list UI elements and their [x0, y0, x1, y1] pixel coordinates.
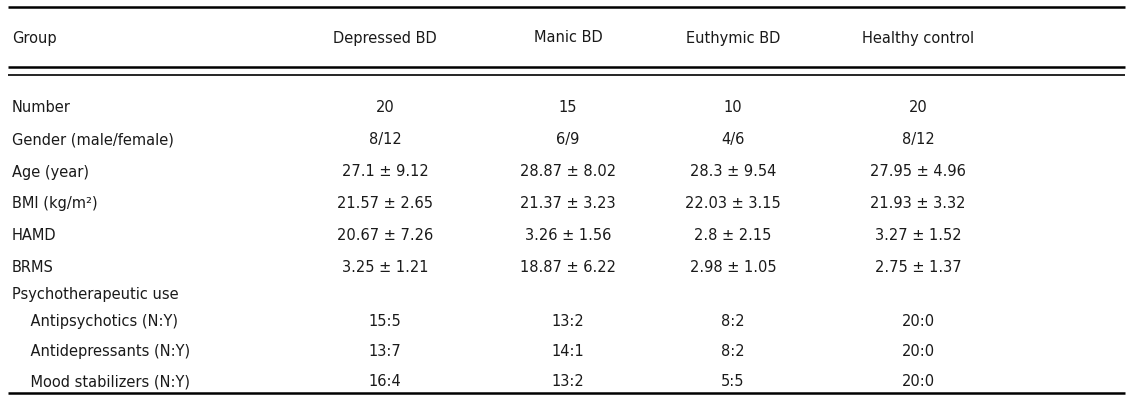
Text: 13:2: 13:2: [552, 314, 585, 329]
Text: 21.57 ± 2.65: 21.57 ± 2.65: [337, 196, 433, 211]
Text: Antipsychotics (N:Y): Antipsychotics (N:Y): [12, 314, 178, 329]
Text: 21.93 ± 3.32: 21.93 ± 3.32: [870, 196, 965, 211]
Text: 20:0: 20:0: [902, 314, 935, 329]
Text: 27.95 ± 4.96: 27.95 ± 4.96: [870, 164, 966, 179]
Text: Manic BD: Manic BD: [534, 30, 603, 45]
Text: 14:1: 14:1: [552, 344, 585, 358]
Text: 6/9: 6/9: [556, 132, 580, 147]
Text: 2.98 ± 1.05: 2.98 ± 1.05: [690, 260, 776, 275]
Text: BRMS: BRMS: [12, 260, 54, 275]
Text: 15:5: 15:5: [368, 314, 401, 329]
Text: 4/6: 4/6: [722, 132, 744, 147]
Text: 22.03 ± 3.15: 22.03 ± 3.15: [685, 196, 781, 211]
Text: 8/12: 8/12: [368, 132, 401, 147]
Text: 15: 15: [559, 100, 577, 115]
Text: 20: 20: [909, 100, 928, 115]
Text: 5:5: 5:5: [722, 374, 744, 389]
Text: 28.3 ± 9.54: 28.3 ± 9.54: [690, 164, 776, 179]
Text: 3.25 ± 1.21: 3.25 ± 1.21: [342, 260, 428, 275]
Text: 2.75 ± 1.37: 2.75 ± 1.37: [875, 260, 961, 275]
Text: 18.87 ± 6.22: 18.87 ± 6.22: [520, 260, 616, 275]
Text: Group: Group: [12, 30, 57, 45]
Text: 20: 20: [376, 100, 394, 115]
Text: Mood stabilizers (N:Y): Mood stabilizers (N:Y): [12, 374, 190, 389]
Text: Antidepressants (N:Y): Antidepressants (N:Y): [12, 344, 190, 358]
Text: 13:7: 13:7: [368, 344, 401, 358]
Text: Depressed BD: Depressed BD: [333, 30, 437, 45]
Text: Age (year): Age (year): [12, 164, 90, 179]
Text: 2.8 ± 2.15: 2.8 ± 2.15: [695, 228, 772, 243]
Text: 10: 10: [724, 100, 742, 115]
Text: BMI (kg/m²): BMI (kg/m²): [12, 196, 97, 211]
Text: 8:2: 8:2: [722, 344, 744, 358]
Text: HAMD: HAMD: [12, 228, 57, 243]
Text: Number: Number: [12, 100, 71, 115]
Text: 27.1 ± 9.12: 27.1 ± 9.12: [342, 164, 428, 179]
Text: 8/12: 8/12: [902, 132, 935, 147]
Text: 20:0: 20:0: [902, 344, 935, 358]
Text: 20:0: 20:0: [902, 374, 935, 389]
Text: 8:2: 8:2: [722, 314, 744, 329]
Text: Gender (male/female): Gender (male/female): [12, 132, 173, 147]
Text: Healthy control: Healthy control: [862, 30, 974, 45]
Text: 28.87 ± 8.02: 28.87 ± 8.02: [520, 164, 616, 179]
Text: Psychotherapeutic use: Psychotherapeutic use: [12, 287, 179, 302]
Text: 3.26 ± 1.56: 3.26 ± 1.56: [525, 228, 611, 243]
Text: Euthymic BD: Euthymic BD: [685, 30, 781, 45]
Text: 3.27 ± 1.52: 3.27 ± 1.52: [875, 228, 961, 243]
Text: 20.67 ± 7.26: 20.67 ± 7.26: [337, 228, 433, 243]
Text: 13:2: 13:2: [552, 374, 585, 389]
Text: 16:4: 16:4: [368, 374, 401, 389]
Text: 21.37 ± 3.23: 21.37 ± 3.23: [520, 196, 616, 211]
